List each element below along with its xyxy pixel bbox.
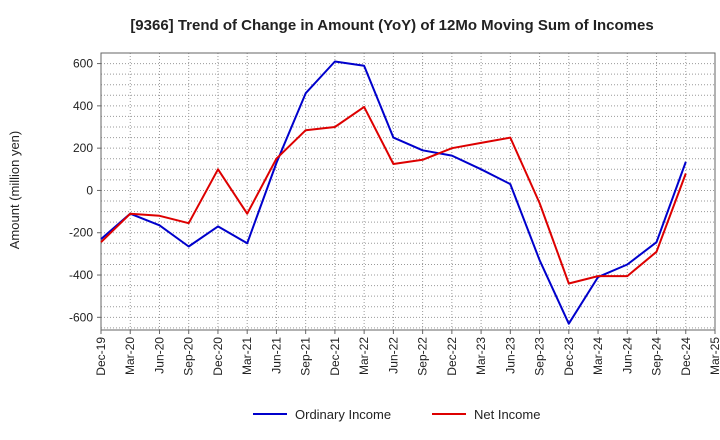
x-tick-label: Mar-20 — [123, 337, 137, 375]
x-tick-label: Mar-23 — [474, 337, 488, 375]
x-tick-label: Mar-25 — [708, 337, 720, 375]
x-tick-label: Mar-22 — [357, 337, 371, 375]
x-tick-label: Mar-21 — [240, 337, 254, 375]
y-tick-label: 200 — [73, 141, 93, 155]
x-tick-label: Sep-24 — [650, 337, 664, 376]
grid — [100, 52, 716, 330]
x-axis-ticks: Dec-19 Mar-20 Jun-20 Sep-20 Dec-20 Mar-21 Jun-… — [94, 330, 720, 376]
legend-label-ordinary-income: Ordinary Income — [295, 407, 391, 422]
series-line-net-income — [100, 105, 687, 285]
x-tick-label: Sep-20 — [182, 337, 196, 376]
x-tick-label: Dec-19 — [94, 337, 108, 376]
x-tick-label: Dec-22 — [445, 337, 459, 376]
x-tick-label: Jun-21 — [269, 337, 283, 374]
legend-label-net-income: Net Income — [474, 407, 540, 422]
series-line-ordinary-income — [100, 60, 687, 325]
y-axis-ticks: -600 -400 -200 0 200 400 600 — [69, 57, 101, 324]
y-tick-label: -200 — [69, 226, 93, 240]
x-tick-label: Jun-23 — [503, 337, 517, 374]
x-tick-label: Sep-21 — [299, 337, 313, 376]
y-tick-label: 400 — [73, 99, 93, 113]
x-tick-label: Dec-21 — [328, 337, 342, 376]
x-tick-label: Sep-23 — [533, 337, 547, 376]
legend: Ordinary Income Net Income — [253, 407, 540, 422]
x-tick-label: Sep-22 — [416, 337, 430, 376]
x-tick-label: Jun-22 — [386, 337, 400, 374]
series-layer — [100, 60, 687, 325]
y-tick-label: 0 — [86, 183, 93, 197]
x-tick-label: Jun-20 — [152, 337, 166, 374]
x-tick-label: Dec-20 — [211, 337, 225, 376]
chart-title: [9366] Trend of Change in Amount (YoY) o… — [130, 17, 653, 34]
y-tick-label: -400 — [69, 268, 93, 282]
y-axis-label: Amount (million yen) — [7, 131, 22, 250]
x-tick-label: Jun-24 — [620, 337, 634, 374]
y-tick-label: -600 — [69, 310, 93, 324]
x-tick-label: Dec-24 — [679, 337, 693, 376]
y-tick-label: 600 — [73, 57, 93, 71]
plot-area — [100, 52, 716, 331]
x-tick-label: Mar-24 — [591, 337, 605, 375]
x-tick-label: Dec-23 — [562, 337, 576, 376]
